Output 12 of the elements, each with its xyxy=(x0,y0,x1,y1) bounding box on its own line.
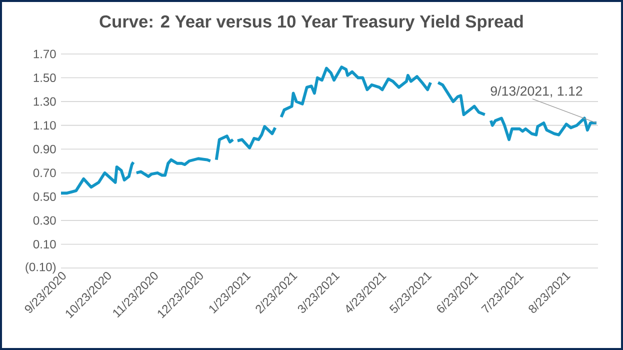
y-tick-label: 0.30 xyxy=(33,216,56,225)
y-tick-label: 1.10 xyxy=(34,121,56,130)
y-tick-label: (0.10) xyxy=(26,262,56,274)
annotation: 9/13/2021, 1.12 xyxy=(490,86,582,98)
y-tick-label: 1.30 xyxy=(34,97,56,106)
y-tick-label: 0.70 xyxy=(33,168,56,178)
y-tick-label: 0.90 xyxy=(33,144,56,154)
y-tick-label: 1.70 xyxy=(34,50,56,58)
chart-title: Curve: 2 Year versus 10 Year Treasury Yield Spread xyxy=(100,14,523,32)
y-tick-label: 1.50 xyxy=(34,74,56,82)
y-tick-label: 0.10 xyxy=(33,240,56,248)
y-tick-label: 0.50 xyxy=(33,192,56,201)
